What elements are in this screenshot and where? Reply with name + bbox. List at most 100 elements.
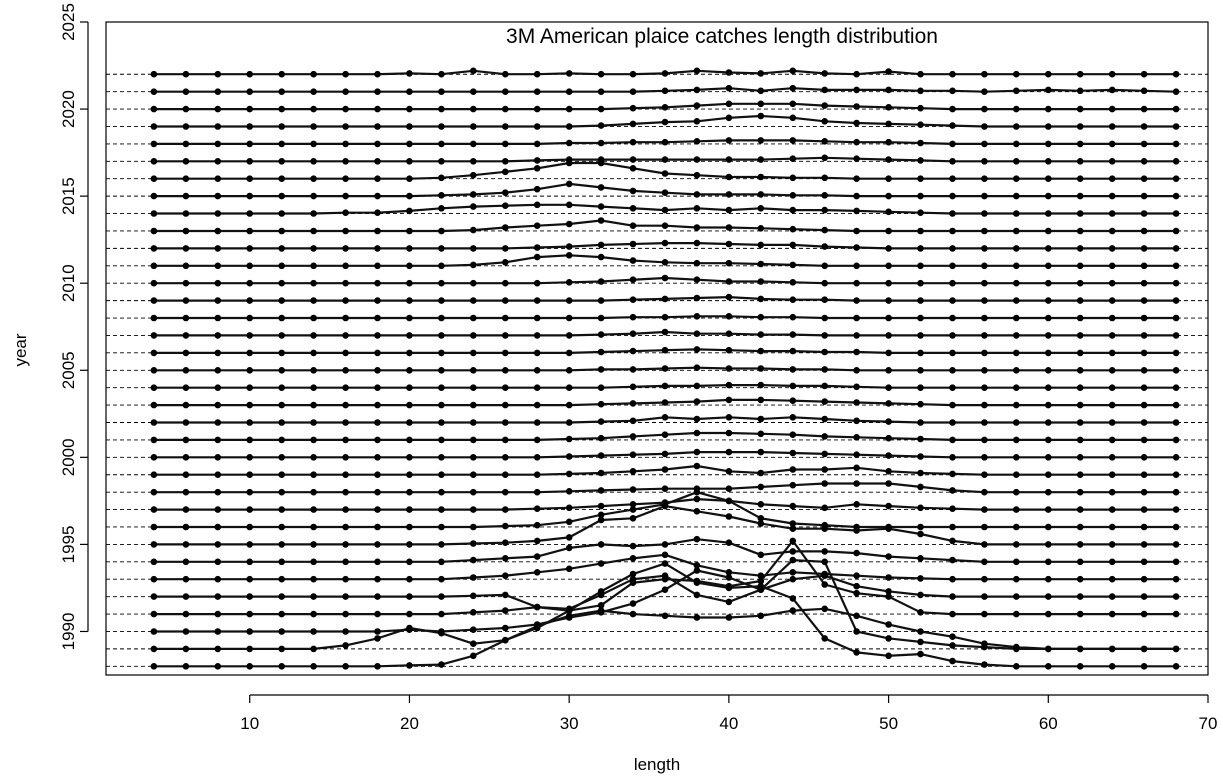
point-2014-34	[629, 205, 637, 212]
point-1992-20	[406, 593, 413, 600]
point-2020-6	[182, 105, 190, 113]
series-1999	[150, 462, 1180, 479]
point-2005-10	[246, 367, 253, 374]
point-1993-38	[693, 562, 701, 569]
point-2007-8	[214, 332, 222, 339]
point-2004-62	[1076, 384, 1084, 392]
point-2018-28	[533, 140, 541, 148]
point-2019-48	[853, 119, 860, 127]
point-1997-52	[917, 504, 924, 512]
point-2016-18	[374, 175, 381, 182]
point-1991-6	[182, 610, 190, 618]
point-2018-32	[597, 139, 605, 147]
point-2020-4	[150, 105, 158, 113]
point-2012-62	[1076, 245, 1084, 252]
point-2001-56	[981, 436, 988, 444]
point-2019-54	[949, 122, 956, 129]
point-1992-64	[1108, 593, 1116, 600]
point-2013-14	[310, 227, 317, 235]
point-1996-58	[1013, 523, 1020, 531]
series-2019	[150, 112, 1180, 130]
point-2013-22	[438, 227, 445, 235]
point-2011-22	[438, 262, 445, 270]
point-2009-26	[502, 297, 509, 304]
point-2015-56	[981, 192, 988, 200]
point-1993-16	[342, 575, 349, 583]
point-2012-16	[342, 245, 349, 252]
point-2020-12	[278, 105, 286, 113]
point-2000-40	[725, 448, 733, 456]
point-1995-62	[1076, 541, 1084, 548]
point-2017-20	[406, 158, 413, 165]
point-1998-34	[629, 486, 637, 493]
point-1989-36	[661, 560, 669, 567]
point-1988-10	[246, 663, 253, 670]
point-2015-42	[757, 191, 765, 198]
point-2009-12	[278, 297, 286, 304]
point-2008-36	[661, 313, 669, 321]
point-1995-18	[374, 541, 381, 548]
point-1989-66	[1140, 663, 1148, 670]
point-2013-16	[342, 227, 349, 235]
point-2006-60	[1045, 349, 1052, 357]
point-2005-52	[917, 367, 924, 374]
point-2010-20	[406, 279, 413, 287]
point-1989-26	[502, 636, 509, 644]
point-2011-34	[629, 257, 637, 264]
point-2015-68	[1172, 192, 1180, 200]
point-2000-68	[1172, 454, 1180, 461]
point-2003-18	[374, 401, 381, 409]
point-1989-46	[821, 635, 828, 642]
point-1993-50	[885, 574, 892, 581]
point-1994-26	[502, 555, 509, 562]
point-2001-4	[150, 436, 158, 444]
point-1995-34	[629, 515, 637, 522]
point-1994-32	[597, 541, 605, 548]
point-1995-60	[1045, 541, 1052, 548]
point-2006-44	[789, 347, 797, 355]
point-2020-24	[470, 105, 477, 113]
point-2012-8	[214, 245, 222, 252]
point-2008-14	[310, 314, 317, 322]
point-2005-50	[885, 367, 892, 374]
point-2009-4	[150, 297, 158, 304]
point-2005-38	[693, 364, 701, 372]
point-2018-20	[406, 140, 413, 148]
point-2001-52	[917, 435, 924, 443]
point-2021-56	[981, 88, 988, 95]
point-1998-16	[342, 488, 349, 496]
point-2003-60	[1045, 401, 1052, 409]
point-2020-34	[629, 104, 637, 112]
point-1994-48	[853, 549, 860, 557]
point-2008-68	[1172, 314, 1180, 322]
point-1998-32	[597, 487, 605, 494]
point-1997-66	[1140, 506, 1148, 513]
point-2018-64	[1108, 140, 1116, 148]
point-2011-36	[661, 259, 669, 266]
point-2020-44	[789, 100, 797, 108]
point-2008-48	[853, 314, 860, 322]
point-2003-56	[981, 401, 988, 409]
point-1996-8	[214, 523, 222, 531]
point-1990-26	[502, 624, 509, 632]
point-1998-36	[661, 485, 669, 493]
point-1998-26	[502, 488, 509, 496]
point-2002-50	[885, 418, 892, 425]
point-1993-10	[246, 575, 253, 583]
point-1996-46	[821, 521, 828, 529]
point-2010-10	[246, 279, 253, 287]
point-2018-4	[150, 140, 158, 148]
point-1999-66	[1140, 471, 1148, 479]
point-2013-6	[182, 227, 190, 235]
point-2005-8	[214, 367, 222, 374]
point-2002-20	[406, 419, 413, 426]
point-1995-58	[1013, 541, 1020, 548]
point-1996-54	[949, 523, 956, 531]
point-2015-48	[853, 192, 860, 200]
point-2010-32	[597, 278, 605, 285]
point-2014-52	[917, 209, 924, 216]
point-2017-22	[438, 158, 445, 165]
point-1991-46	[821, 581, 828, 588]
point-1997-64	[1108, 506, 1116, 513]
point-2001-16	[342, 436, 349, 444]
